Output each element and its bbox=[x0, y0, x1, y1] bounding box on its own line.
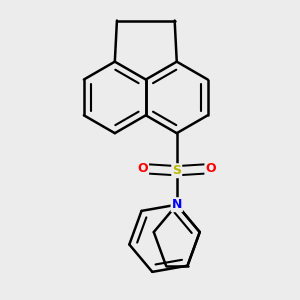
Text: O: O bbox=[137, 162, 148, 175]
Text: O: O bbox=[206, 162, 216, 175]
Text: N: N bbox=[172, 198, 182, 211]
Text: S: S bbox=[172, 164, 181, 177]
